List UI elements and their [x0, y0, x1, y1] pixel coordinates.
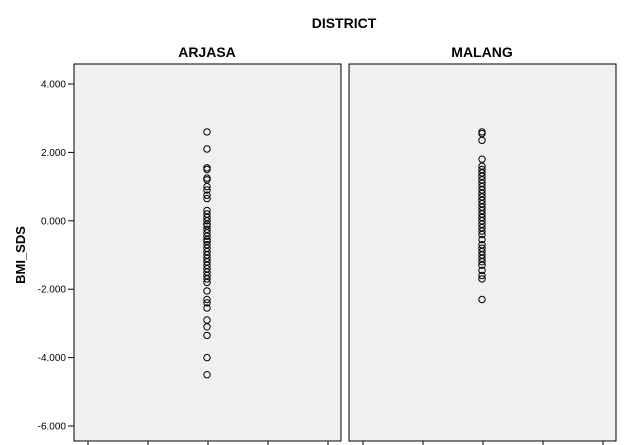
y-tick-label: -6.000 — [38, 422, 67, 433]
data-point — [203, 278, 211, 287]
panel-label: ARJASA — [178, 44, 236, 60]
chart-title: DISTRICT — [312, 15, 377, 31]
data-point — [478, 136, 486, 145]
y-tick-label: 4.000 — [41, 80, 66, 91]
y-axis-label: BMI_SDS — [13, 226, 28, 284]
data-point — [478, 295, 486, 304]
data-point — [478, 241, 486, 249]
data-point — [203, 331, 211, 340]
data-point — [203, 271, 211, 280]
data-point — [478, 235, 486, 244]
data-point — [478, 227, 486, 235]
data-point — [478, 275, 486, 283]
panel-background — [348, 63, 617, 442]
panel-arjasa: ARJASA — [73, 44, 342, 445]
data-point — [478, 169, 486, 177]
data-point — [478, 189, 486, 198]
panel-background — [73, 63, 342, 442]
y-tick-label: -4.000 — [38, 353, 67, 364]
data-point — [203, 371, 211, 379]
y-tick-label: 0.000 — [41, 216, 66, 227]
data-point — [478, 271, 486, 280]
data-point — [203, 217, 211, 225]
data-point — [203, 304, 211, 312]
data-point — [203, 191, 211, 199]
data-point — [203, 258, 211, 266]
data-point — [203, 182, 211, 191]
data-point — [203, 232, 211, 240]
y-axis: 4.000 2.000 0.000 -2.000 -4.000 -6.000 — [38, 80, 74, 433]
panel-label: MALANG — [451, 44, 513, 60]
data-point — [478, 258, 486, 266]
data-point — [203, 222, 211, 230]
data-point — [203, 295, 211, 304]
y-tick-label: 2.000 — [41, 148, 66, 159]
data-point — [203, 323, 211, 331]
data-point — [478, 220, 486, 228]
data-point — [203, 186, 211, 194]
data-point — [478, 155, 486, 163]
y-tick-label: -2.000 — [38, 285, 67, 296]
data-point — [478, 261, 486, 269]
panel-malang: MALANG — [348, 44, 617, 445]
data-point — [203, 353, 211, 362]
data-point — [203, 275, 211, 283]
data-point — [478, 266, 486, 275]
data-point — [203, 165, 211, 174]
data-point — [203, 145, 211, 153]
data-point — [203, 194, 211, 203]
data-point — [478, 230, 486, 239]
panels-layer: ARJASA MALANG — [73, 44, 617, 445]
data-point — [203, 128, 211, 136]
data-point — [203, 287, 211, 295]
data-point — [203, 241, 211, 249]
data-point — [203, 299, 211, 307]
